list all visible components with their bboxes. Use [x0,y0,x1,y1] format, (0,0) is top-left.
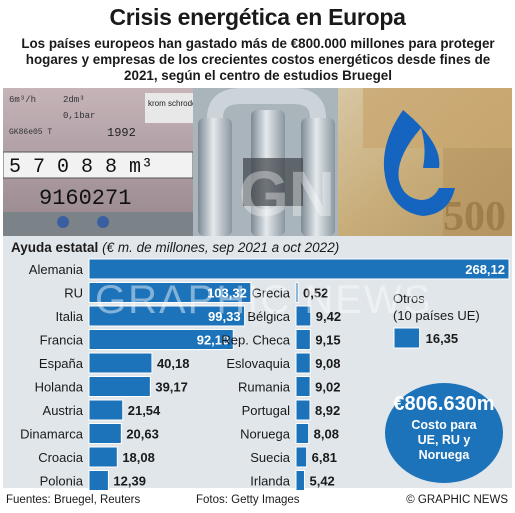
others-label-line2: (10 países UE) [393,308,480,323]
others-label-line1: Otros [393,291,425,306]
data-label: 103,32 [207,286,247,301]
total-cost-line2: UE, RU y [417,433,471,447]
meter-reading: 5 7 0 8 8 m³ [9,156,153,179]
category-label: Dinamarca [20,427,84,442]
photo-watermark: GN [239,158,335,230]
category-label: Portugal [242,403,291,418]
data-label: 5,42 [309,474,334,489]
data-label: 92,10 [197,333,230,348]
meter-spec: 0,1bar [63,111,95,121]
category-label: Italia [56,309,84,324]
category-label: Bélgica [247,309,290,324]
category-label: Alemania [29,262,84,277]
bar [88,352,153,374]
bar [88,446,118,468]
meter-spec: GK86e05 T [9,128,52,137]
data-label: 0,52 [303,286,328,301]
meter-brand: krom schroder [148,99,199,108]
bar [295,470,305,491]
category-label: Grecia [252,286,291,301]
bar [295,305,312,327]
data-label: 12,39 [113,474,146,489]
bar [295,423,310,444]
category-label: RU [64,286,83,301]
data-label: 6,81 [312,450,337,465]
axis-title: Ayuda estatal (€ m. de millones, sep 202… [11,240,339,255]
data-label: 40,18 [157,356,190,371]
data-label: 8,92 [315,403,340,418]
footer: Fuentes: Bruegel, Reuters Fotos: Getty I… [0,491,515,513]
data-label-others: 16,35 [426,331,459,346]
data-label: 9,08 [315,356,340,371]
data-label: 20,63 [126,427,159,442]
category-label: Irlanda [250,474,291,489]
meter-year: 1992 [107,126,136,140]
header-photo: 6m³/h 2dm³ 0,1bar GK86e05 T krom schrode… [3,88,512,236]
axis-title-bold: Ayuda estatal [11,240,99,255]
category-label: Francia [40,333,84,348]
category-label: Holanda [35,380,84,395]
bar [88,305,246,327]
category-label: Eslovaquia [226,356,290,371]
meter-spec: 2dm³ [63,95,85,105]
category-label: Croacia [38,450,84,465]
bar [295,376,311,397]
category-label: Austria [43,403,84,418]
data-label: 99,33 [208,309,241,324]
sources-credit: Fuentes: Bruegel, Reuters [6,494,141,506]
category-label: Polonia [40,474,84,489]
data-label: 8,08 [314,427,339,442]
data-label: 39,17 [155,380,188,395]
total-cost-badge: €806.630m Costo para UE, RU y Noruega [385,383,503,483]
category-label: España [39,356,84,371]
copyright: © GRAPHIC NEWS [406,494,508,506]
banknote-value: 500 [443,194,506,236]
category-label: Rep. Checa [221,333,290,348]
photo-credit: Fotos: Getty Images [196,494,300,506]
bar [88,329,234,350]
bar [88,399,124,421]
category-label: Noruega [240,427,291,442]
meter-serial: 9160271 [39,186,131,211]
others-label: Otros (10 países UE) [393,290,480,324]
bar [88,423,122,444]
bar [295,329,311,350]
bar [88,258,510,280]
category-label: Suecia [250,450,291,465]
data-label: 9,02 [315,380,340,395]
bar [295,352,311,374]
data-label: 268,12 [465,262,505,277]
bar [88,282,252,303]
bar-others [393,327,421,349]
total-cost-text: Costo para UE, RU y Noruega [385,418,503,463]
bar [295,446,308,468]
axis-title-italic: (€ m. de millones, sep 2021 a oct 2022) [102,240,340,255]
bar [295,399,311,421]
flame-logo-icon [383,110,455,216]
data-label: 21,54 [128,403,161,418]
data-label: 9,15 [315,333,340,348]
meter-spec: 6m³/h [9,95,36,105]
subtitle: Los países europeos han gastado más de €… [21,36,495,83]
bar [88,470,109,491]
page-title: Crisis energética en Europa [109,4,406,30]
data-label: 18,08 [122,450,155,465]
data-label: 9,42 [316,309,341,324]
bar [295,282,299,303]
total-cost-line3: Noruega [418,448,470,462]
total-cost-value: €806.630m [393,393,495,415]
total-cost-line1: Costo para [411,418,477,432]
bar [88,376,151,397]
category-label: Rumania [238,380,291,395]
